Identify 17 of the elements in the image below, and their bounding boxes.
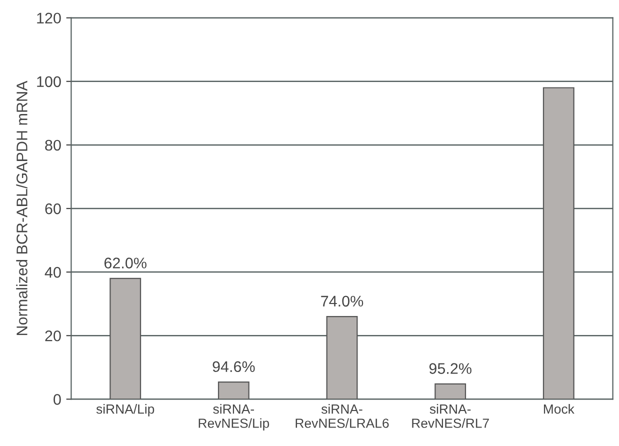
x-tick-label: siRNA- RevNES/LRAL6 (296, 404, 389, 428)
x-tick-label: siRNA/Lip (96, 404, 154, 416)
annotation: 62.0% (104, 258, 146, 268)
y-tick-label: 40 (44, 266, 61, 278)
annotation: 74.0% (321, 296, 364, 307)
annotation: 94.6% (212, 361, 255, 372)
y-tick-label: 100 (37, 76, 61, 88)
y-tick-label: 20 (45, 330, 61, 342)
annotation: 95.2% (429, 363, 472, 374)
y-tick-label: 80 (45, 140, 61, 151)
y-tick-label: 120 (37, 12, 61, 24)
y-axis-title: Normalized BCR-ABL/GAPDH mRNA (16, 80, 28, 336)
y-tick-label: 0 (54, 394, 61, 405)
x-tick-label: siRNA- RevNES/RL7 (412, 404, 489, 428)
x-tick-label: Mock (544, 404, 574, 414)
x-tick-label: siRNA- RevNES/Lip (198, 404, 270, 431)
y-tick-label: 60 (45, 203, 61, 214)
